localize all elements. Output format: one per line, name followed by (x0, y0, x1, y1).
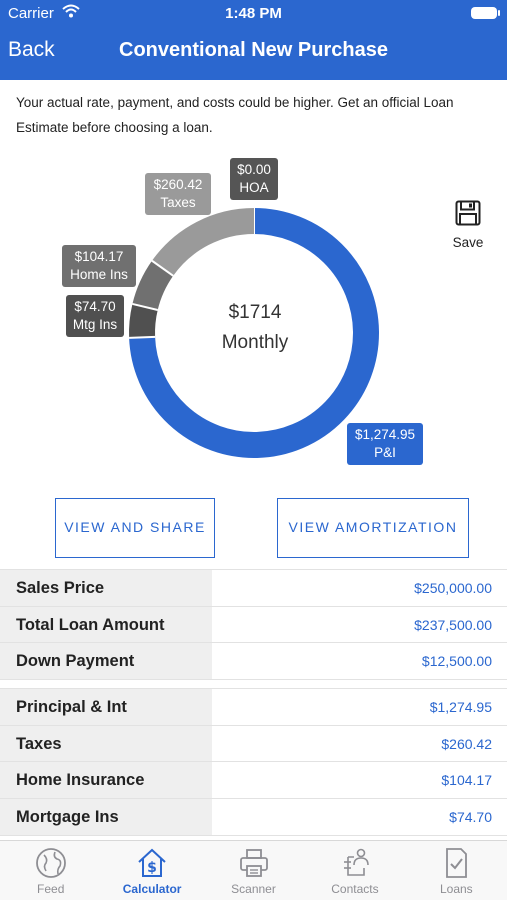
chart-label-mtg-ins-name: Mtg Ins (72, 317, 118, 332)
tab-scanner-label: Scanner (231, 882, 276, 896)
back-button[interactable]: Back (8, 38, 55, 61)
status-time: 1:48 PM (225, 5, 282, 22)
chart-label-pi-name: P&I (374, 445, 396, 460)
chart-center-label: Monthly (221, 332, 289, 353)
tab-feed[interactable]: Feed (0, 841, 101, 900)
tab-loans-label: Loans (439, 882, 473, 896)
row-value-taxes[interactable]: $260.42 (441, 735, 492, 752)
row-label-home-insurance: Home Insurance (0, 762, 212, 799)
chart-label-taxes-value: $260.42 (153, 177, 203, 192)
table-row: Total Loan Amount $237,500.00 (0, 606, 507, 644)
chart-label-pi: $1,274.95 P&I (347, 423, 423, 465)
row-label-mortgage-ins: Mortgage Ins (0, 799, 212, 835)
row-value-sales-price[interactable]: $250,000.00 (414, 580, 492, 596)
chart-label-hoa: $0.00 HOA (230, 158, 278, 200)
tab-contacts-label: Contacts (331, 882, 379, 896)
carrier-label: Carrier (8, 5, 54, 22)
payment-donut-chart: $1714 Monthly $0.00 HOA $260.42 Taxes $1… (0, 150, 507, 480)
view-and-share-button[interactable]: VIEW AND SHARE (55, 498, 215, 558)
page-title: Conventional New Purchase (119, 39, 388, 61)
donut-separator (132, 302, 158, 311)
table-row: Sales Price $250,000.00 (0, 570, 507, 607)
row-value-home-insurance[interactable]: $104.17 (441, 772, 492, 789)
disclaimer-text: Your actual rate, payment, and costs cou… (16, 95, 454, 135)
svg-text:$: $ (147, 860, 157, 876)
loan-summary-table: Sales Price $250,000.00 Total Loan Amoun… (0, 569, 507, 681)
row-label-sales-price: Sales Price (0, 570, 212, 606)
tab-bar: Feed $ Calculator Scanner Contacts (0, 840, 507, 900)
document-check-icon (446, 848, 468, 878)
wifi-icon (62, 4, 80, 18)
donut-slice-home-ins (132, 260, 174, 311)
chart-center-amount: $1714 (228, 302, 282, 323)
chart-label-mtg-ins-value: $74.70 (74, 299, 116, 314)
donut-slice-taxes (151, 208, 255, 277)
row-label-principal-int: Principal & Int (0, 689, 212, 725)
chart-label-taxes: $260.42 Taxes (145, 173, 211, 215)
tab-feed-label: Feed (37, 882, 65, 896)
header: Carrier 1:48 PM Back Conventional New Pu… (0, 0, 507, 80)
nav-bar: Back Conventional New Purchase (0, 30, 507, 76)
row-value-mortgage-ins[interactable]: $74.70 (449, 809, 492, 826)
row-label-down-payment: Down Payment (0, 643, 212, 680)
donut-slice-p-i (129, 208, 379, 458)
donut-slice-mtg-ins (129, 303, 158, 338)
table-row: Down Payment $12,500.00 (0, 643, 507, 681)
tab-calculator-label: Calculator (122, 882, 182, 896)
tab-scanner[interactable]: Scanner (203, 841, 304, 900)
donut-separator (129, 335, 156, 339)
contacts-icon (343, 848, 369, 876)
status-bar: Carrier 1:48 PM (0, 0, 507, 28)
chart-label-pi-value: $1,274.95 (354, 427, 416, 442)
row-label-taxes: Taxes (0, 725, 212, 762)
calculator-house-icon: $ (138, 848, 166, 877)
row-value-total-loan-amount[interactable]: $237,500.00 (414, 616, 492, 633)
chart-label-home-ins-name: Home Ins (70, 267, 128, 282)
tab-loans[interactable]: Loans (406, 841, 507, 900)
floppy-disk-icon (455, 200, 481, 226)
chart-label-mtg-ins: $74.70 Mtg Ins (66, 295, 124, 337)
tab-contacts[interactable]: Contacts (304, 841, 405, 900)
row-value-principal-int[interactable]: $1,274.95 (429, 699, 492, 715)
donut-svg (129, 208, 379, 458)
view-amortization-button[interactable]: VIEW AMORTIZATION (277, 498, 469, 558)
save-label: Save (452, 235, 484, 250)
chart-label-taxes-name: Taxes (160, 195, 196, 210)
chart-label-home-ins-value: $104.17 (74, 249, 124, 264)
table-row: Home Insurance $104.17 (0, 762, 507, 800)
chart-label-hoa-name: HOA (239, 180, 269, 195)
donut-separator (151, 259, 174, 277)
chart-label-hoa-value: $0.00 (237, 162, 271, 177)
row-label-total-loan-amount: Total Loan Amount (0, 606, 212, 643)
printer-icon (239, 849, 268, 877)
globe-icon (35, 848, 66, 878)
battery-icon (471, 7, 500, 19)
table-row: Mortgage Ins $74.70 (0, 799, 507, 836)
table-row: Taxes $260.42 (0, 725, 507, 763)
table-row: Principal & Int $1,274.95 (0, 689, 507, 726)
row-value-down-payment[interactable]: $12,500.00 (421, 653, 492, 670)
save-button[interactable]: Save (448, 200, 488, 250)
payment-breakdown-table: Principal & Int $1,274.95 Taxes $260.42 … (0, 688, 507, 836)
chart-label-home-ins: $104.17 Home Ins (62, 245, 136, 287)
tab-calculator[interactable]: $ Calculator (101, 841, 202, 900)
